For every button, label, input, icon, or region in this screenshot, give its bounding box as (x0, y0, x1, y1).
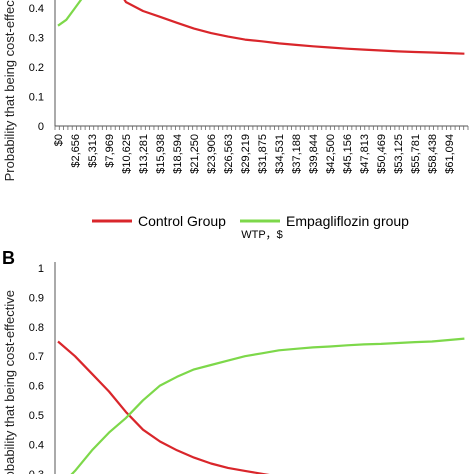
panel-a-x-tick-label: $53,125 (393, 134, 405, 174)
panel-b-y-tick-label: 0.5 (29, 410, 44, 422)
panel-a-x-tick-label: $45,156 (342, 134, 354, 174)
panel-a-x-tick-label: $26,563 (223, 134, 235, 174)
panel-a-x-ticks: $0 $2,656 $5,313 $7,969 $10,625 $13,281 $15,93… (53, 134, 456, 174)
panel-a-x-tick-label: $23,906 (206, 134, 218, 174)
panel-a-y-tick-label: 0 (38, 121, 44, 133)
panel-a-x-tick-label: $7,969 (104, 134, 116, 168)
panel-b-y-tick-label: 0.3 (29, 469, 44, 474)
panel-b-y-tick-label: 0.4 (29, 439, 44, 451)
panel-a-series-lines (57, 0, 465, 55)
panel-a-x-tick-label: $10,625 (121, 134, 133, 174)
panel-a-x-axis-title: WTP，$ (241, 229, 283, 241)
legend-label-empagliflozin: Empagliflozin group (286, 213, 409, 229)
panel-a-y-ticks: 0 0.1 0.2 0.3 0.4 (29, 3, 44, 133)
panel-a-x-tick-label: $18,594 (172, 134, 184, 174)
panel-b-y-tick-label: 0.7 (29, 351, 44, 363)
panel-b-y-ticks: 0.3 0.4 0.5 0.6 0.7 0.8 0.9 1 (29, 263, 44, 474)
panel-a-x-tick-label: $61,094 (444, 134, 456, 174)
panel-b-label: B (2, 248, 15, 268)
panel-a-x-tick-label: $55,781 (410, 134, 422, 174)
panel-a-x-tick-label: $15,938 (155, 134, 167, 174)
panel-b-y-tick-label: 0.8 (29, 322, 44, 334)
panel-a-x-tick-label: $39,844 (308, 134, 320, 174)
panel-a-series-line-control (123, 0, 465, 55)
panel-b-y-axis-title: Probability that being cost-effective (2, 290, 17, 474)
chart-panel-b: B Probability that being cost-effective … (2, 248, 465, 474)
legend: Control Group Empagliflozin group (92, 213, 409, 229)
panel-a-y-tick-label: 0.2 (29, 62, 44, 74)
panel-a-x-tick-label: $29,219 (240, 134, 252, 174)
panel-a-x-tick-label: $2,656 (70, 134, 82, 168)
panel-b-y-tick-label: 0.6 (29, 381, 44, 393)
panel-a-x-tick-label: $5,313 (87, 134, 99, 168)
panel-b-y-tick-label: 0.9 (29, 292, 44, 304)
panel-a-y-tick-label: 0.3 (29, 33, 44, 45)
panel-a-x-tick-label: $58,438 (427, 134, 439, 174)
panel-a-x-tick-label: $31,875 (257, 134, 269, 174)
panel-b-series-lines (57, 337, 465, 474)
panel-a-x-tick-label: $37,188 (291, 134, 303, 174)
panel-a-y-axis-title: Probability that being cost-effective (2, 0, 17, 181)
panel-a-x-tick-label: $21,250 (189, 134, 201, 174)
panel-a-x-tick-label: $50,469 (376, 134, 388, 174)
panel-a-axes (54, 0, 469, 130)
panel-a-x-tick-label: $42,500 (325, 134, 337, 174)
panel-a-y-tick-label: 0.1 (29, 92, 44, 104)
panel-a-series-line-empagliflozin (57, 0, 83, 27)
panel-a-x-tick-label: $13,281 (138, 134, 150, 174)
panel-b-y-tick-label: 1 (38, 263, 44, 275)
panel-a-y-tick-label: 0.4 (29, 3, 44, 15)
panel-a-x-tick-label: $47,813 (359, 134, 371, 174)
legend-label-control: Control Group (138, 213, 226, 229)
panel-b-series-line-empagliflozin (70, 337, 465, 474)
panel-b-series-line-control (57, 340, 270, 474)
panel-a-x-tick-label: $0 (53, 134, 65, 146)
panel-a-x-tick-label: $34,531 (274, 134, 286, 174)
chart-panel-a: Probability that being cost-effective 00… (2, 0, 469, 241)
